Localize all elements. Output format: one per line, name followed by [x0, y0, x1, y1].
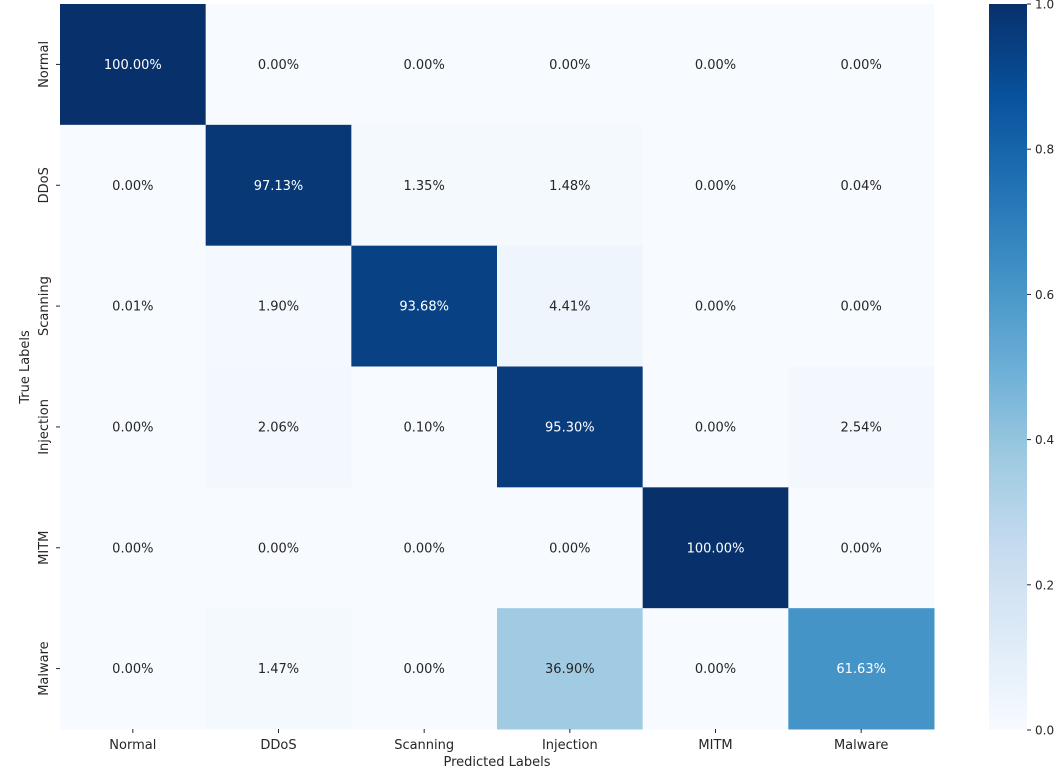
heatmap-cell-5-0: [60, 608, 207, 730]
heatmap-cell-label-1-2: 1.35%: [404, 179, 445, 194]
heatmap-cell-1-5: [788, 124, 935, 247]
heatmap-cell-label-2-0: 0.01%: [112, 300, 153, 315]
heatmap-cell-label-5-5: 61.63%: [836, 662, 886, 677]
heatmap-cell-1-2: [351, 124, 498, 247]
heatmap-cell-3-0: [60, 366, 207, 488]
heatmap-cell-5-1: [205, 608, 352, 730]
heatmap-cell-label-0-3: 0.00%: [549, 58, 590, 73]
heatmap-cell-2-5: [788, 245, 935, 367]
heatmap-cell-4-2: [351, 487, 498, 609]
heatmap-cell-4-5: [788, 487, 935, 609]
y-tick-label-mitm: MITM: [37, 531, 52, 565]
y-axis-ticks: Normal DDoS Scanning Injection MITM Malware: [37, 41, 60, 696]
heatmap-cell-3-4: [642, 366, 789, 488]
heatmap-cell-4-3: [497, 487, 644, 609]
heatmap-cell-5-2: [351, 608, 498, 730]
heatmap-cell-label-0-1: 0.00%: [258, 58, 299, 73]
heatmap-cell-label-3-0: 0.00%: [112, 420, 153, 435]
x-tick-label-normal: Normal: [109, 738, 156, 753]
heatmap-cell-3-2: [351, 366, 498, 488]
heatmap-cell-label-2-1: 1.90%: [258, 300, 299, 315]
colorbar-ticks: 0.0 0.2 0.4 0.6 0.8 1.0: [1027, 0, 1054, 738]
heatmap-cell-label-4-0: 0.00%: [112, 541, 153, 556]
heatmap-cell-label-3-4: 0.00%: [695, 420, 736, 435]
heatmap-cell-2-3: [497, 245, 644, 367]
heatmap-cell-3-5: [788, 366, 935, 488]
heatmap-cell-4-4: [642, 487, 789, 609]
heatmap-cell-2-1: [205, 245, 352, 367]
y-tick-label-scanning: Scanning: [37, 276, 52, 336]
colorbar-tick-label-2: 0.4: [1035, 433, 1054, 447]
heatmap-cell-0-1: [205, 4, 352, 126]
heatmap-cell-label-1-3: 1.48%: [549, 179, 590, 194]
heatmap-cell-label-3-1: 2.06%: [258, 420, 299, 435]
heatmap-cells: [60, 4, 935, 730]
heatmap-cell-label-2-3: 4.41%: [549, 300, 590, 315]
colorbar: [989, 4, 1027, 730]
heatmap-cell-0-4: [642, 4, 789, 126]
heatmap-cell-2-0: [60, 245, 207, 367]
heatmap-cell-label-4-2: 0.00%: [404, 541, 445, 556]
colorbar-tick-label-4: 0.8: [1035, 143, 1054, 157]
colorbar-tick-label-0: 0.0: [1035, 724, 1054, 738]
heatmap-cell-3-1: [205, 366, 352, 488]
heatmap-cell-label-4-5: 0.00%: [841, 541, 882, 556]
heatmap-cell-label-0-4: 0.00%: [695, 58, 736, 73]
x-tick-label-ddos: DDoS: [260, 738, 296, 753]
x-axis-ticks: Normal DDoS Scanning Injection MITM Malware: [109, 729, 888, 753]
colorbar-tick-label-1: 0.2: [1035, 578, 1054, 592]
heatmap-cell-label-1-0: 0.00%: [112, 179, 153, 194]
heatmap-cell-label-4-1: 0.00%: [258, 541, 299, 556]
heatmap-cell-5-5: [788, 608, 935, 730]
heatmap-cell-label-4-3: 0.00%: [549, 541, 590, 556]
heatmap-cell-1-0: [60, 124, 207, 247]
heatmap-cell-label-0-0: 100.00%: [104, 58, 162, 73]
colorbar-tick-label-5: 1.0: [1035, 0, 1054, 12]
x-tick-label-scanning: Scanning: [394, 738, 454, 753]
heatmap-cell-3-3: [497, 366, 644, 488]
heatmap-cell-2-4: [642, 245, 789, 367]
heatmap-cell-label-3-5: 2.54%: [841, 420, 882, 435]
heatmap-cell-labels: 100.00% 0.00% 0.00% 0.00% 0.00% 0.00% 0.00% 97.…: [104, 58, 886, 677]
heatmap-cell-label-1-5: 0.04%: [841, 179, 882, 194]
heatmap-cell-label-1-1: 97.13%: [254, 179, 304, 194]
heatmap-cell-0-5: [788, 4, 935, 126]
heatmap-cell-5-3: [497, 608, 644, 730]
heatmap-cell-label-5-2: 0.00%: [404, 662, 445, 677]
colorbar-tick-label-3: 0.6: [1035, 288, 1054, 302]
heatmap-cell-label-3-2: 0.10%: [404, 420, 445, 435]
heatmap-cell-0-0: [60, 4, 207, 126]
y-tick-label-normal: Normal: [37, 41, 52, 88]
heatmap-cell-4-1: [205, 487, 352, 609]
heatmap-cell-1-3: [497, 124, 644, 247]
y-tick-label-malware: Malware: [37, 641, 52, 695]
heatmap-cell-label-0-2: 0.00%: [404, 58, 445, 73]
x-tick-label-mitm: MITM: [698, 738, 732, 753]
heatmap-cell-5-4: [642, 608, 789, 730]
heatmap-cell-label-5-0: 0.00%: [112, 662, 153, 677]
heatmap-cell-label-0-5: 0.00%: [841, 58, 882, 73]
heatmap-cell-label-1-4: 0.00%: [695, 179, 736, 194]
heatmap-cell-label-5-1: 1.47%: [258, 662, 299, 677]
heatmap-cell-0-3: [497, 4, 644, 126]
y-tick-label-ddos: DDoS: [37, 167, 52, 203]
x-axis-label: Predicted Labels: [443, 755, 550, 770]
y-tick-label-injection: Injection: [37, 399, 52, 455]
heatmap-cell-label-5-3: 36.90%: [545, 662, 595, 677]
heatmap-cell-1-4: [642, 124, 789, 247]
heatmap-cell-2-2: [351, 245, 498, 367]
heatmap-cell-label-5-4: 0.00%: [695, 662, 736, 677]
heatmap-cell-1-1: [205, 124, 352, 247]
heatmap-cell-label-4-4: 100.00%: [687, 541, 745, 556]
y-axis-label: True Labels: [18, 330, 33, 405]
heatmap-cell-label-3-3: 95.30%: [545, 420, 595, 435]
x-tick-label-injection: Injection: [542, 738, 598, 753]
heatmap-cell-label-2-2: 93.68%: [399, 300, 449, 315]
heatmap-cell-label-2-4: 0.00%: [695, 300, 736, 315]
x-tick-label-malware: Malware: [834, 738, 888, 753]
heatmap-cell-label-2-5: 0.00%: [841, 300, 882, 315]
heatmap-cell-0-2: [351, 4, 498, 126]
heatmap-cell-4-0: [60, 487, 207, 609]
